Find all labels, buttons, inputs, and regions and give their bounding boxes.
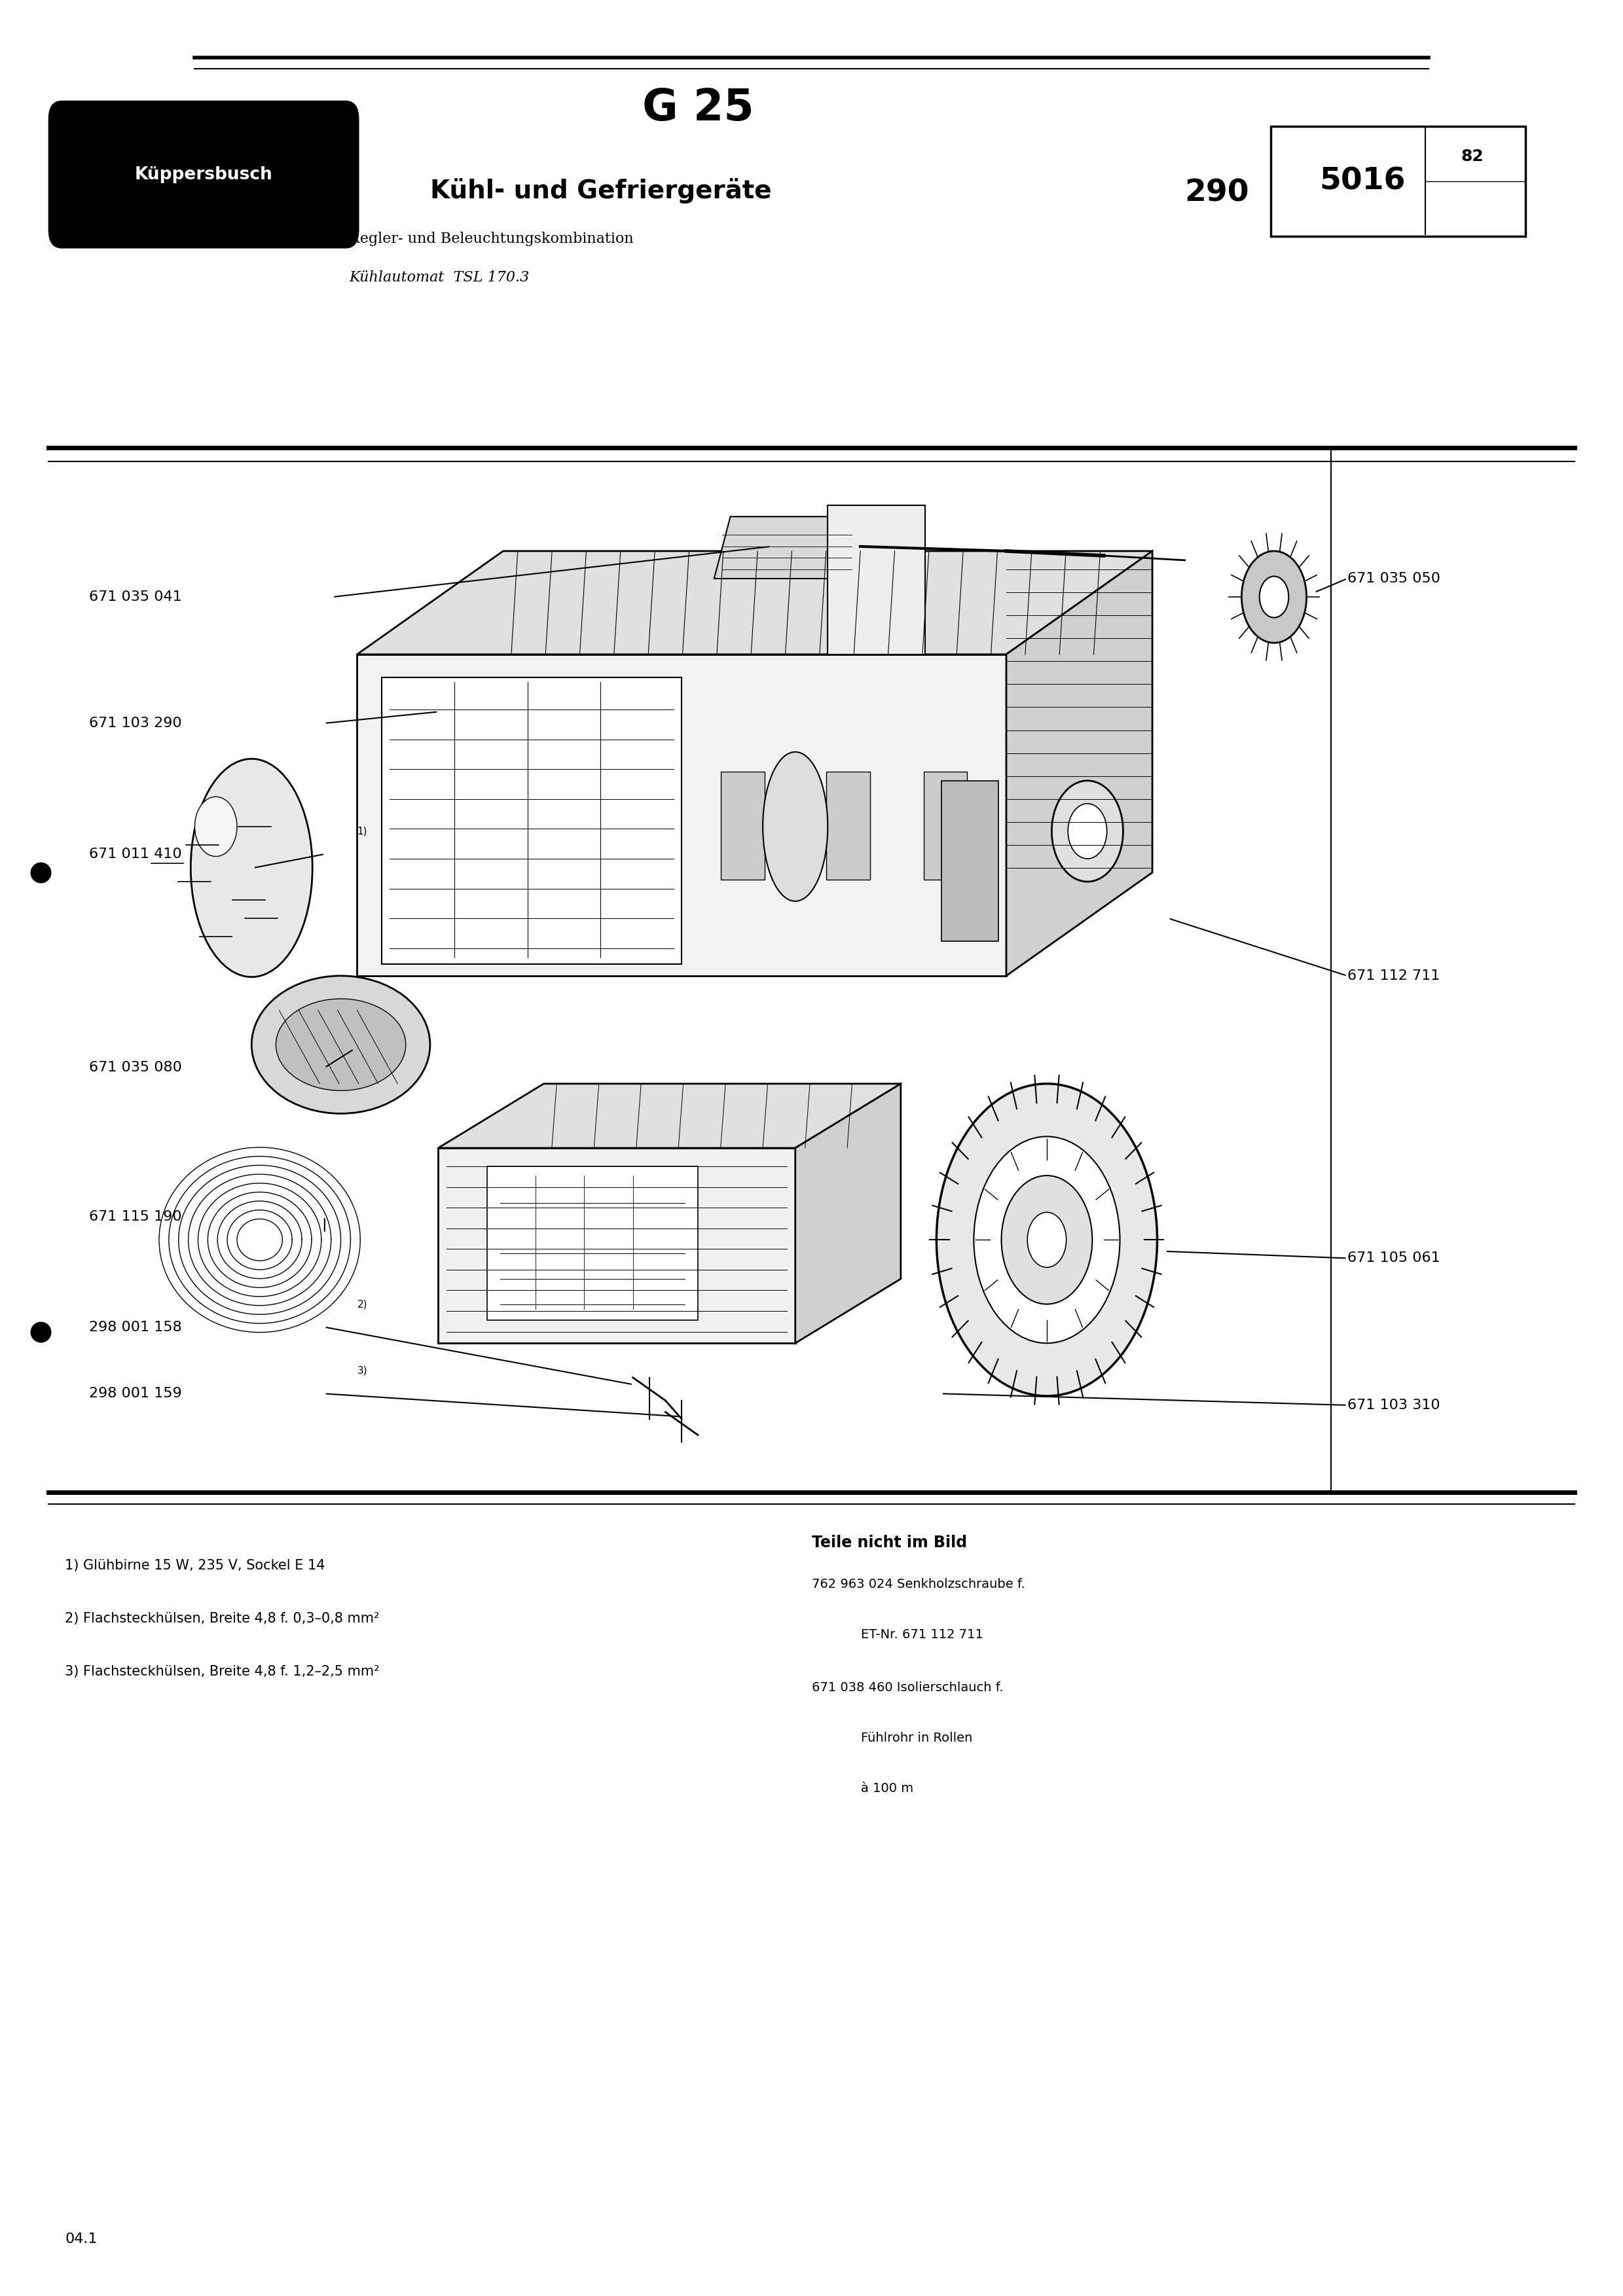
Text: 671 035 041: 671 035 041 — [89, 590, 182, 604]
Polygon shape — [828, 505, 925, 654]
Polygon shape — [714, 517, 860, 579]
Text: 671 035 050: 671 035 050 — [1347, 572, 1440, 585]
Text: Teile nicht im Bild: Teile nicht im Bild — [812, 1536, 967, 1550]
Polygon shape — [357, 654, 1006, 976]
Polygon shape — [357, 551, 1152, 654]
FancyBboxPatch shape — [721, 771, 764, 879]
Polygon shape — [438, 1148, 795, 1343]
Circle shape — [1259, 576, 1289, 618]
Text: G 25: G 25 — [643, 87, 753, 129]
Circle shape — [195, 797, 237, 856]
Text: à 100 m: à 100 m — [812, 1782, 914, 1795]
Text: 1) Glühbirne 15 W, 235 V, Sockel E 14: 1) Glühbirne 15 W, 235 V, Sockel E 14 — [65, 1559, 325, 1573]
Text: 671 105 061: 671 105 061 — [1347, 1251, 1440, 1265]
Text: 671 038 460 Isolierschlauch f.: 671 038 460 Isolierschlauch f. — [812, 1681, 1003, 1694]
Text: 671 115 190: 671 115 190 — [89, 1210, 182, 1224]
Text: 298 001 159: 298 001 159 — [89, 1387, 182, 1401]
Polygon shape — [941, 781, 998, 941]
Text: 298 001 158: 298 001 158 — [89, 1320, 182, 1334]
Polygon shape — [487, 1166, 698, 1320]
Text: Küppersbusch: Küppersbusch — [135, 165, 273, 184]
Text: 5016: 5016 — [1319, 168, 1406, 195]
Text: 290: 290 — [1185, 179, 1250, 207]
Circle shape — [1027, 1212, 1066, 1267]
Text: 671 103 310: 671 103 310 — [1347, 1398, 1440, 1412]
Polygon shape — [438, 1084, 901, 1148]
Circle shape — [1242, 551, 1307, 643]
Text: Fühlrohr in Rollen: Fühlrohr in Rollen — [812, 1731, 972, 1745]
Ellipse shape — [192, 758, 312, 978]
Circle shape — [1052, 781, 1123, 882]
Text: 671 112 711: 671 112 711 — [1347, 969, 1440, 983]
Circle shape — [1001, 1176, 1092, 1304]
Text: 2) Flachsteckhülsen, Breite 4,8 f. 0,3–0,8 mm²: 2) Flachsteckhülsen, Breite 4,8 f. 0,3–0… — [65, 1612, 380, 1626]
Polygon shape — [795, 1084, 901, 1343]
Text: ET-Nr. 671 112 711: ET-Nr. 671 112 711 — [812, 1628, 984, 1642]
FancyBboxPatch shape — [923, 771, 967, 879]
Ellipse shape — [276, 999, 406, 1091]
Circle shape — [974, 1137, 1120, 1343]
Polygon shape — [1006, 551, 1152, 976]
Text: 3): 3) — [357, 1366, 367, 1375]
Ellipse shape — [763, 751, 828, 902]
Text: 671 011 410: 671 011 410 — [89, 847, 182, 861]
FancyBboxPatch shape — [826, 771, 870, 879]
Text: 762 963 024 Senkholzschraube f.: 762 963 024 Senkholzschraube f. — [812, 1577, 1024, 1591]
Text: 2): 2) — [357, 1300, 367, 1309]
Text: 1): 1) — [357, 827, 367, 836]
Polygon shape — [381, 677, 682, 964]
Text: 671 103 290: 671 103 290 — [89, 716, 182, 730]
Text: Kühlautomat  TSL 170.3: Kühlautomat TSL 170.3 — [349, 271, 529, 285]
Ellipse shape — [252, 976, 430, 1114]
Text: 671 035 080: 671 035 080 — [89, 1061, 182, 1075]
Text: Kühl- und Gefriergeräte: Kühl- und Gefriergeräte — [430, 177, 771, 204]
Text: 04.1: 04.1 — [65, 2232, 97, 2245]
Circle shape — [1068, 804, 1107, 859]
Text: Regler- und Beleuchtungskombination: Regler- und Beleuchtungskombination — [349, 232, 633, 246]
FancyBboxPatch shape — [1271, 126, 1526, 236]
FancyBboxPatch shape — [49, 101, 359, 248]
Circle shape — [936, 1084, 1157, 1396]
Text: 3) Flachsteckhülsen, Breite 4,8 f. 1,2–2,5 mm²: 3) Flachsteckhülsen, Breite 4,8 f. 1,2–2… — [65, 1665, 380, 1678]
Text: 82: 82 — [1461, 149, 1483, 163]
